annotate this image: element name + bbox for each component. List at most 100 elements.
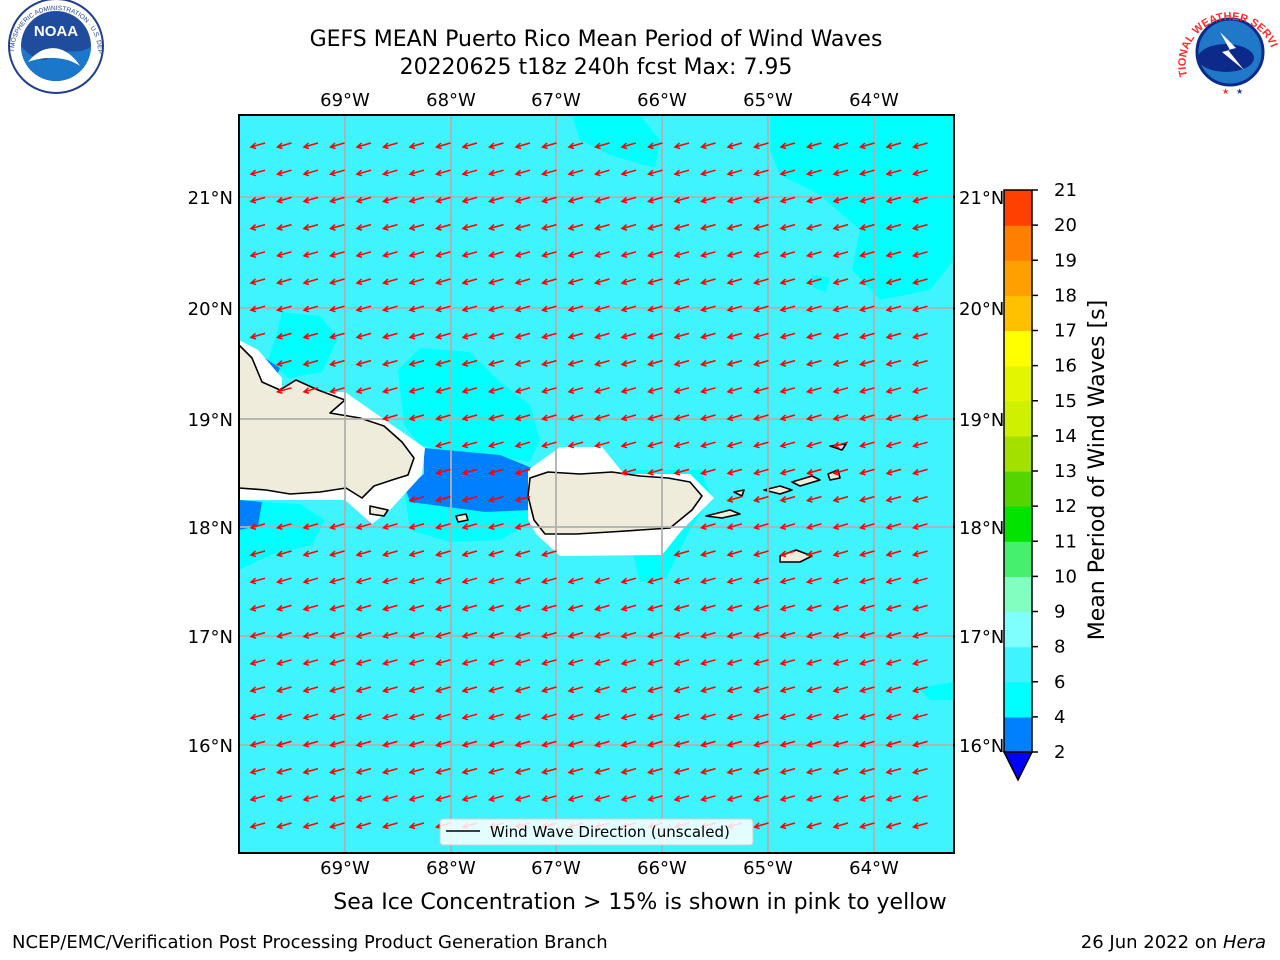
wave-direction-arrow — [752, 359, 769, 367]
wave-direction-arrow — [487, 468, 504, 476]
wave-direction-arrow — [699, 223, 716, 231]
wave-direction-arrow — [673, 577, 690, 585]
wave-direction-arrow — [726, 686, 743, 694]
wave-direction-arrow — [726, 713, 743, 721]
wave-direction-arrow — [620, 795, 637, 803]
wave-direction-arrow — [355, 550, 372, 558]
wave-direction-arrow — [885, 495, 902, 503]
wave-direction-arrow — [779, 251, 796, 259]
colorbar-tick-label: 8 — [1054, 637, 1065, 658]
wave-direction-arrow — [355, 795, 372, 803]
wave-direction-arrow — [911, 332, 928, 340]
wave-direction-arrow — [355, 577, 372, 585]
wave-direction-arrow — [858, 631, 875, 639]
wave-direction-arrow — [593, 604, 610, 612]
wave-direction-arrow — [461, 414, 478, 422]
wave-direction-arrow — [911, 278, 928, 286]
wave-direction-arrow — [858, 359, 875, 367]
wave-direction-arrow — [885, 305, 902, 313]
wave-direction-arrow — [805, 414, 822, 422]
wave-direction-arrow — [540, 550, 557, 558]
wave-direction-arrow — [275, 767, 292, 775]
wave-direction-arrow — [328, 251, 345, 259]
wave-direction-arrow — [858, 169, 875, 177]
wave-direction-arrow — [673, 196, 690, 204]
wave-direction-arrow — [302, 523, 319, 531]
wave-direction-arrow — [699, 251, 716, 259]
wave-direction-arrow — [805, 169, 822, 177]
wave-direction-arrow — [540, 686, 557, 694]
wave-direction-arrow — [567, 305, 584, 313]
wave-direction-arrow — [275, 169, 292, 177]
wave-direction-arrow — [381, 278, 398, 286]
lat-label-right: 16°N — [959, 736, 1004, 757]
wave-direction-arrow — [540, 414, 557, 422]
wave-direction-arrow — [275, 251, 292, 259]
wave-direction-arrow — [408, 278, 425, 286]
wave-direction-arrow — [461, 359, 478, 367]
wave-direction-arrow — [911, 142, 928, 150]
wave-direction-arrow — [620, 577, 637, 585]
wave-direction-arrow — [249, 305, 266, 313]
wave-direction-arrow — [805, 550, 822, 558]
puerto-rico-landmass — [527, 471, 703, 535]
wave-direction-arrow — [858, 822, 875, 830]
wave-direction-arrow — [302, 196, 319, 204]
wave-direction-arrow — [858, 223, 875, 231]
wave-direction-arrow — [461, 767, 478, 775]
colorbar-tick-label: 14 — [1054, 426, 1077, 447]
wave-direction-arrow — [805, 468, 822, 476]
wave-direction-arrow — [805, 332, 822, 340]
wave-direction-arrow — [726, 468, 743, 476]
wave-direction-arrow — [408, 795, 425, 803]
wave-direction-arrow — [911, 414, 928, 422]
wave-direction-arrow — [779, 142, 796, 150]
wave-direction-arrow — [408, 713, 425, 721]
wave-direction-arrow — [699, 142, 716, 150]
wave-direction-arrow — [461, 169, 478, 177]
wave-direction-arrow — [805, 495, 822, 503]
wave-direction-arrow — [514, 251, 531, 259]
wave-direction-arrow — [646, 305, 663, 313]
wave-direction-arrow — [567, 713, 584, 721]
wave-direction-arrow — [302, 604, 319, 612]
wave-direction-arrow — [461, 631, 478, 639]
wave-direction-arrow — [434, 495, 451, 503]
wave-direction-arrow — [249, 659, 266, 667]
wave-direction-arrow — [540, 359, 557, 367]
wave-direction-arrow — [858, 251, 875, 259]
wave-direction-arrow — [805, 604, 822, 612]
wave-direction-arrow — [885, 414, 902, 422]
wave-direction-arrow — [567, 740, 584, 748]
colorbar-tick-label: 4 — [1054, 707, 1065, 728]
wave-direction-arrow — [381, 767, 398, 775]
wave-direction-arrow — [249, 631, 266, 639]
nws-ring-text: NATIONAL WEATHER SERVICE — [0, 0, 1280, 78]
wave-direction-arrow — [726, 414, 743, 422]
wave-direction-arrow — [620, 359, 637, 367]
wave-direction-arrow — [911, 305, 928, 313]
wave-direction-arrow — [885, 169, 902, 177]
wave-direction-arrow — [461, 659, 478, 667]
colorbar-label: Mean Period of Wind Waves [s] — [1085, 299, 1110, 641]
wave-direction-arrow — [699, 713, 716, 721]
wave-direction-arrow — [514, 223, 531, 231]
lat-label-right: 18°N — [959, 518, 1004, 539]
wave-direction-arrow — [434, 604, 451, 612]
wave-direction-arrow — [752, 414, 769, 422]
wave-direction-arrow — [646, 387, 663, 395]
wave-direction-arrow — [646, 468, 663, 476]
wave-direction-arrow — [461, 550, 478, 558]
colorbar-segment — [1004, 330, 1032, 367]
wave-direction-arrow — [858, 495, 875, 503]
wave-direction-arrow — [805, 278, 822, 286]
lat-label-left: 17°N — [188, 627, 233, 648]
wave-direction-arrow — [726, 523, 743, 531]
wave-direction-arrow — [646, 659, 663, 667]
wave-direction-arrow — [779, 659, 796, 667]
wave-direction-arrow — [699, 278, 716, 286]
wave-direction-arrow — [752, 631, 769, 639]
wave-direction-arrow — [646, 713, 663, 721]
wave-direction-arrow — [779, 441, 796, 449]
wave-direction-arrow — [275, 795, 292, 803]
